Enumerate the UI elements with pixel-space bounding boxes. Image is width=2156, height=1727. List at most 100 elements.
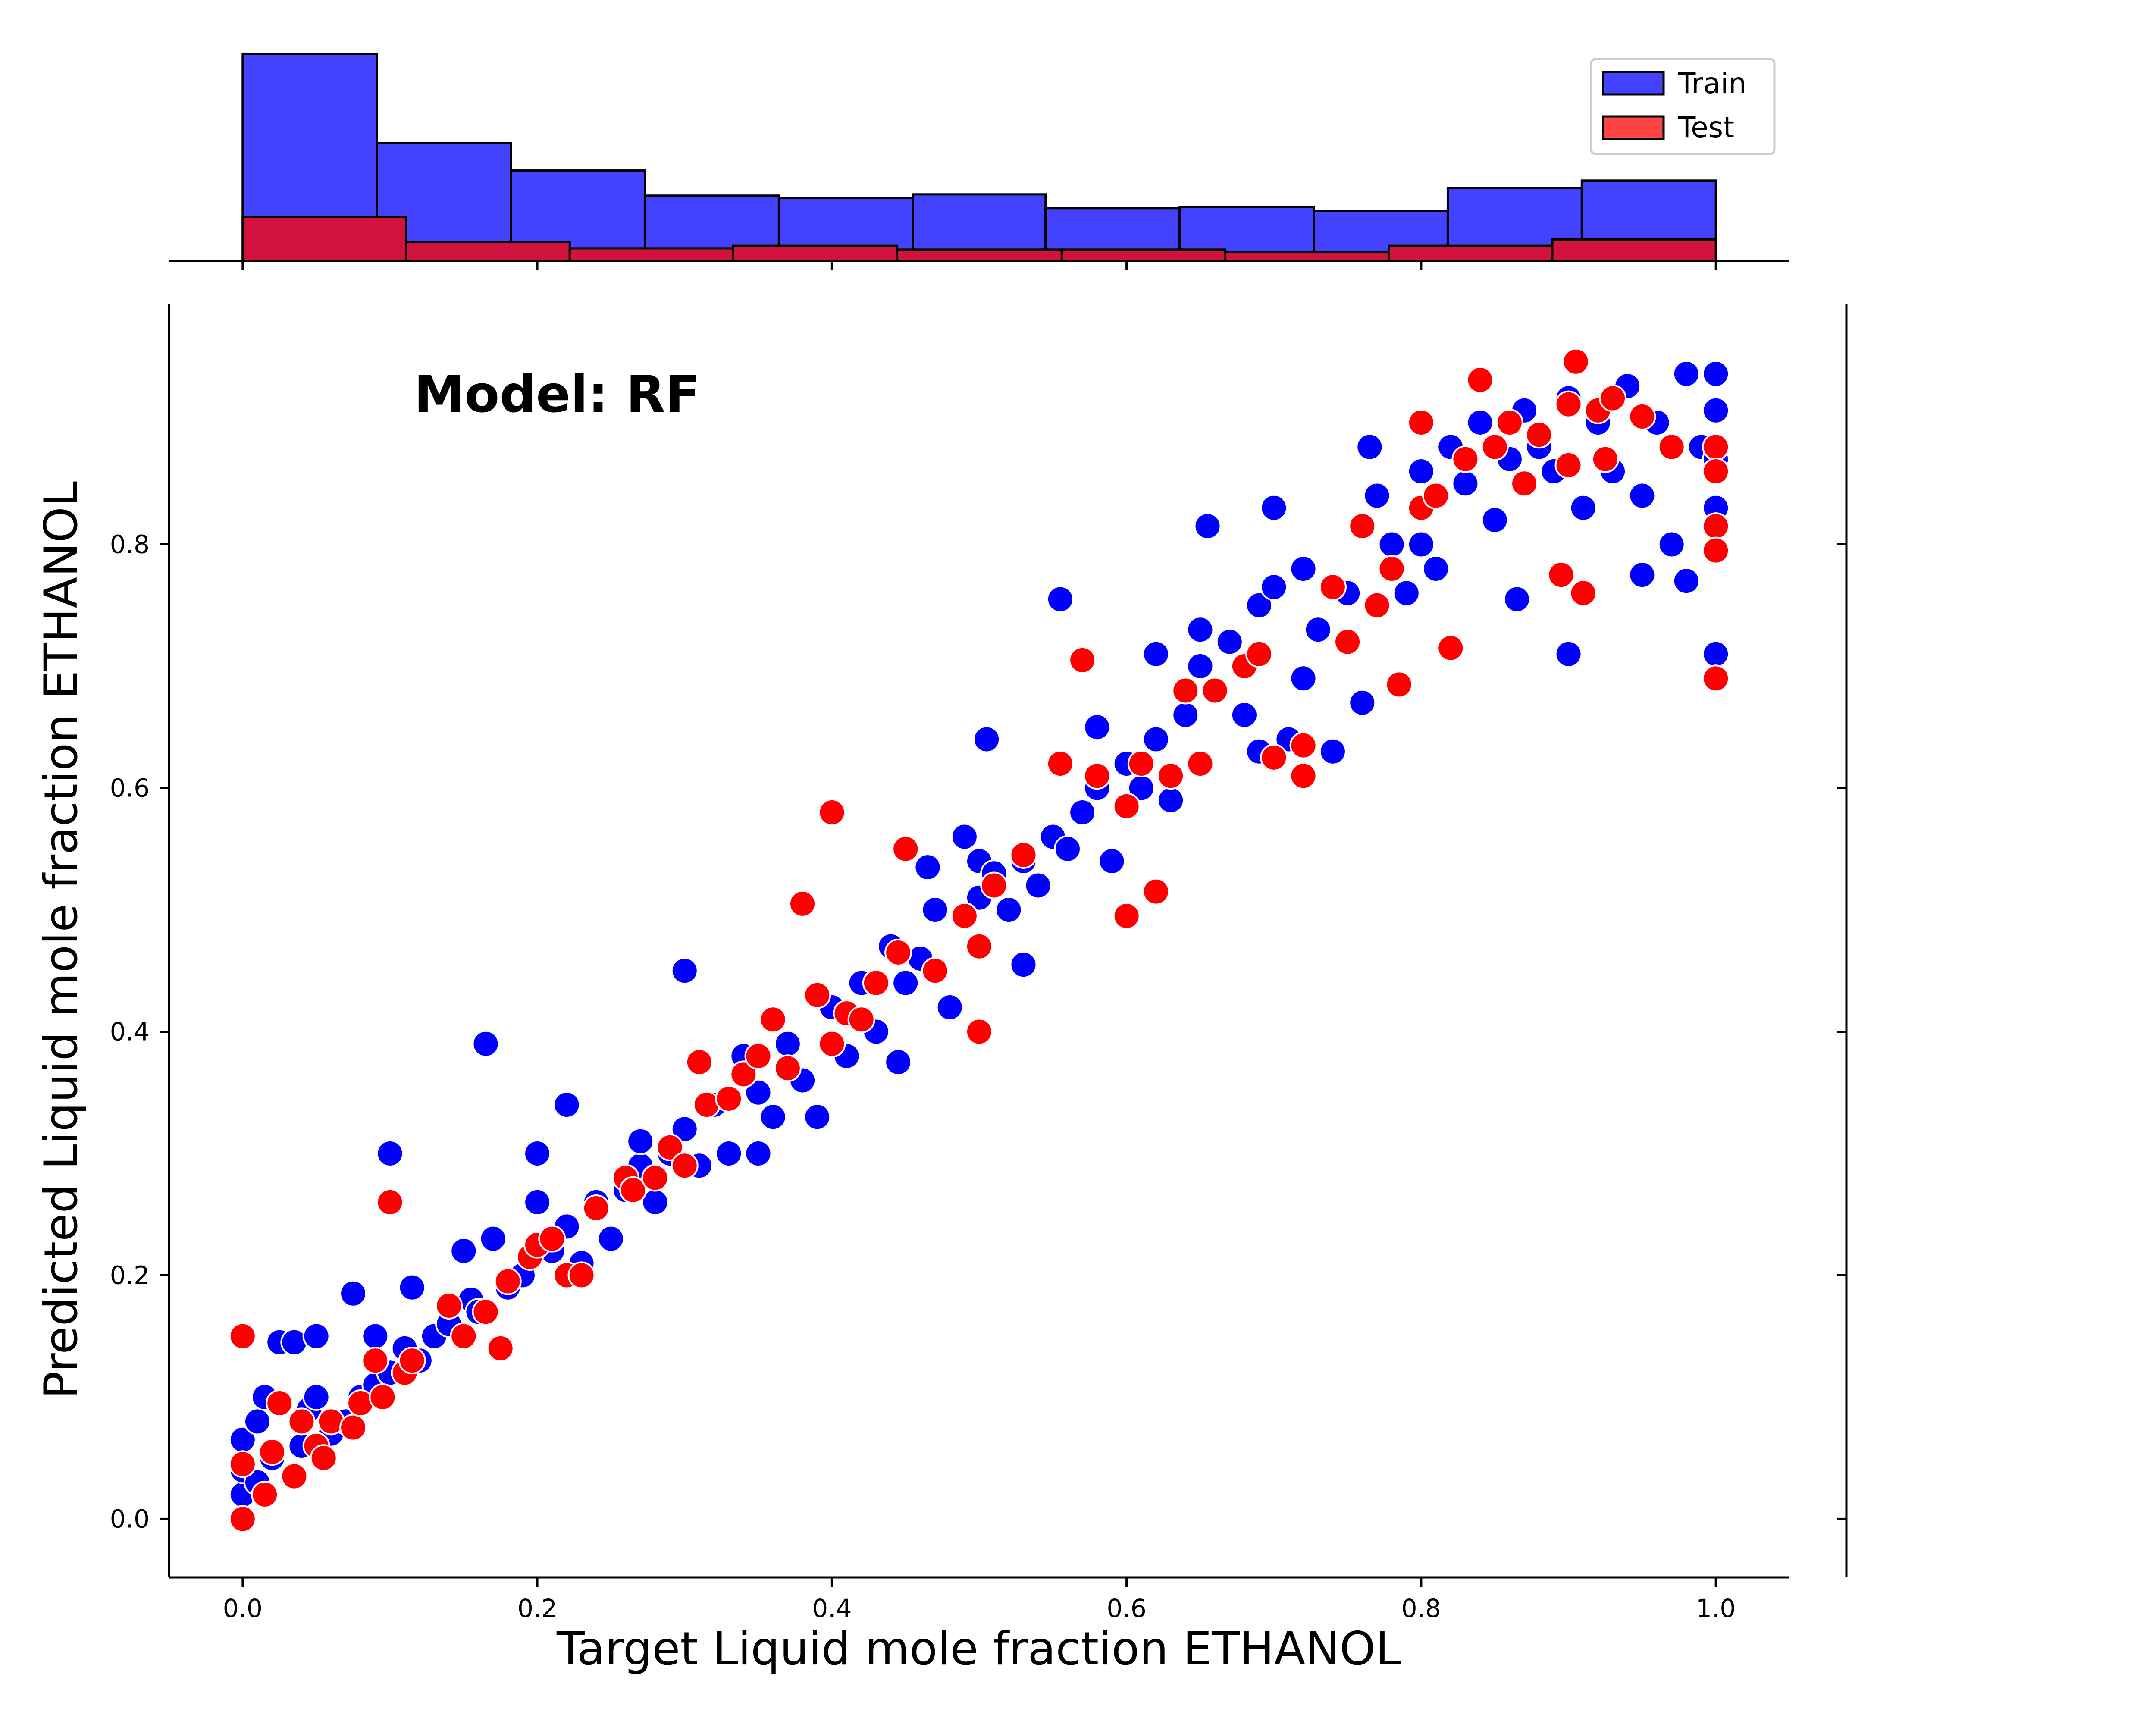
scatter-point-test bbox=[229, 1505, 257, 1533]
scatter-point-train bbox=[1069, 798, 1097, 826]
y-tick-label: 0.8 bbox=[110, 530, 150, 559]
scatter-point-test bbox=[1385, 671, 1413, 699]
scatter-point-train bbox=[398, 1273, 426, 1301]
x-tick-label: 0.0 bbox=[223, 1594, 263, 1623]
scatter-point-test bbox=[847, 1006, 875, 1034]
x-tick-label: 0.2 bbox=[517, 1594, 557, 1623]
x-tick-label: 0.6 bbox=[1107, 1594, 1147, 1623]
scatter-point-test bbox=[567, 1261, 595, 1289]
scatter-point-test bbox=[398, 1347, 426, 1375]
scatter-point-train bbox=[1245, 591, 1273, 619]
scatter-point-train bbox=[1304, 616, 1332, 644]
scatter-point-train bbox=[1172, 701, 1200, 729]
scatter-point-test bbox=[1510, 470, 1539, 498]
scatter-point-train bbox=[479, 1225, 507, 1253]
scatter-point-train bbox=[1053, 835, 1081, 863]
scatter-point-train bbox=[1569, 494, 1597, 522]
scatter-point-train bbox=[1157, 786, 1185, 814]
scatter-point-test bbox=[339, 1414, 367, 1442]
scatter-point-test bbox=[486, 1334, 514, 1362]
scatter-point-test bbox=[1702, 664, 1730, 693]
scatter-point-train bbox=[1083, 713, 1111, 741]
x-tick-label: 0.8 bbox=[1401, 1594, 1441, 1623]
y-tick-label: 0.0 bbox=[110, 1504, 150, 1533]
histogram-bar-test bbox=[568, 247, 734, 262]
scatter-point-train bbox=[892, 969, 920, 997]
scatter-point-train bbox=[995, 896, 1023, 924]
x-axis-title: Target Liquid mole fraction ETHANOL bbox=[556, 1622, 1401, 1675]
scatter-point-train bbox=[1407, 458, 1435, 486]
scatter-point-test bbox=[1702, 458, 1730, 486]
scatter-point-test bbox=[774, 1054, 802, 1082]
scatter-point-test bbox=[744, 1042, 772, 1070]
scatter-point-test bbox=[730, 1060, 758, 1088]
scatter-point-test bbox=[1083, 762, 1111, 790]
histogram-bar-test bbox=[405, 241, 571, 262]
scatter-point-train bbox=[523, 1139, 552, 1167]
scatter-point-train bbox=[1046, 585, 1074, 613]
scatter-point-test bbox=[1245, 640, 1273, 668]
scatter-point-train bbox=[1658, 530, 1686, 558]
scatter-point-train bbox=[1672, 567, 1700, 595]
scatter-point-test bbox=[229, 1322, 257, 1350]
scatter-point-train bbox=[936, 993, 964, 1021]
scatter-point-test bbox=[1009, 841, 1037, 869]
scatter-point-test bbox=[1554, 390, 1583, 418]
histogram-bar-test bbox=[241, 216, 407, 262]
scatter-point-test bbox=[1599, 384, 1627, 412]
scatter-point-test bbox=[1481, 433, 1509, 461]
scatter-point-test bbox=[671, 1152, 699, 1180]
scatter-point-test bbox=[1554, 451, 1583, 479]
scatter-point-test bbox=[1363, 591, 1391, 619]
scatter-point-train bbox=[921, 896, 949, 924]
scatter-point-test bbox=[1407, 409, 1435, 437]
scatter-point-train bbox=[472, 1030, 500, 1058]
scatter-point-train bbox=[361, 1322, 389, 1350]
scatter-point-test bbox=[369, 1383, 397, 1411]
scatter-point-test bbox=[1628, 402, 1656, 430]
scatter-point-test bbox=[266, 1389, 294, 1417]
scatter-point-test bbox=[1591, 445, 1619, 473]
scatter-point-test bbox=[1422, 482, 1450, 510]
scatter-point-train bbox=[1392, 579, 1420, 607]
scatter-point-train bbox=[339, 1279, 367, 1307]
scatter-point-train bbox=[1024, 871, 1052, 900]
scatter-point-train bbox=[1407, 530, 1435, 558]
scatter-point-train bbox=[1289, 555, 1317, 583]
scatter-point-train bbox=[302, 1322, 330, 1350]
scatter-point-test bbox=[965, 1018, 993, 1046]
scatter-point-train bbox=[243, 1407, 271, 1436]
scatter-point-test bbox=[1547, 561, 1575, 589]
scatter-point-test bbox=[582, 1194, 610, 1222]
scatter-point-train bbox=[914, 853, 942, 881]
scatter-point-test bbox=[1127, 749, 1155, 777]
scatter-point-train bbox=[1216, 628, 1244, 656]
scatter-point-test bbox=[1334, 628, 1362, 656]
scatter-point-test bbox=[1451, 445, 1479, 473]
scatter-point-test bbox=[1289, 731, 1317, 759]
histogram-bar-test bbox=[1060, 248, 1227, 262]
x-tick-label: 1.0 bbox=[1696, 1594, 1736, 1623]
scatter-point-train bbox=[627, 1127, 655, 1155]
scatter-point-test bbox=[1702, 512, 1730, 540]
scatter-point-test bbox=[472, 1298, 500, 1326]
scatter-point-train bbox=[950, 823, 978, 851]
scatter-point-test bbox=[1319, 573, 1347, 601]
scatter-point-train bbox=[1628, 482, 1656, 510]
scatter-point-train bbox=[1451, 470, 1479, 498]
scatter-point-train bbox=[1194, 512, 1222, 540]
histogram-bar-test bbox=[1388, 244, 1554, 262]
scatter-point-test bbox=[803, 981, 831, 1009]
scatter-point-test bbox=[1186, 749, 1214, 777]
scatter-point-train bbox=[523, 1188, 552, 1216]
model-annotation: Model: RF bbox=[414, 364, 700, 424]
scatter-point-train bbox=[1009, 951, 1037, 979]
scatter-point-test bbox=[965, 932, 993, 960]
histogram-bar-test bbox=[1224, 251, 1390, 262]
scatter-point-train bbox=[1356, 433, 1384, 461]
scatter-point-test bbox=[921, 957, 949, 985]
scatter-point-train bbox=[1142, 725, 1170, 753]
y-tick-label: 0.2 bbox=[110, 1260, 150, 1290]
scatter-point-train bbox=[1289, 664, 1317, 693]
scatter-point-test bbox=[818, 1030, 846, 1058]
